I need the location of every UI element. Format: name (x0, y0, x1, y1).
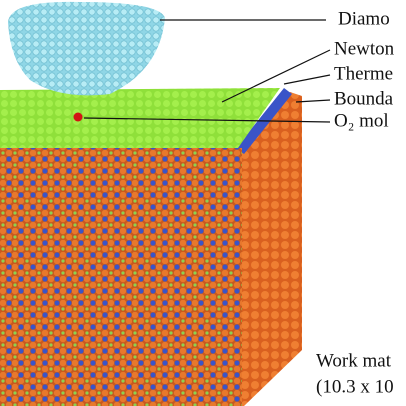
side-face (240, 92, 302, 406)
work-material (0, 88, 302, 406)
label-newton: Newton (334, 38, 395, 59)
label-diamond: Diamo (338, 8, 390, 29)
label-o2: O₂ mol (334, 110, 389, 131)
newtonian-layer (0, 88, 280, 148)
leader-lines (83, 19, 331, 123)
o2-molecule (73, 112, 83, 122)
label-work: Work mat (316, 350, 392, 371)
label-boundary: Bounda (334, 88, 394, 109)
label-size: (10.3 x 10 (316, 376, 394, 397)
label-thermo: Therme (334, 63, 393, 84)
front-face (0, 148, 242, 406)
diamond-tool (8, 1, 165, 96)
